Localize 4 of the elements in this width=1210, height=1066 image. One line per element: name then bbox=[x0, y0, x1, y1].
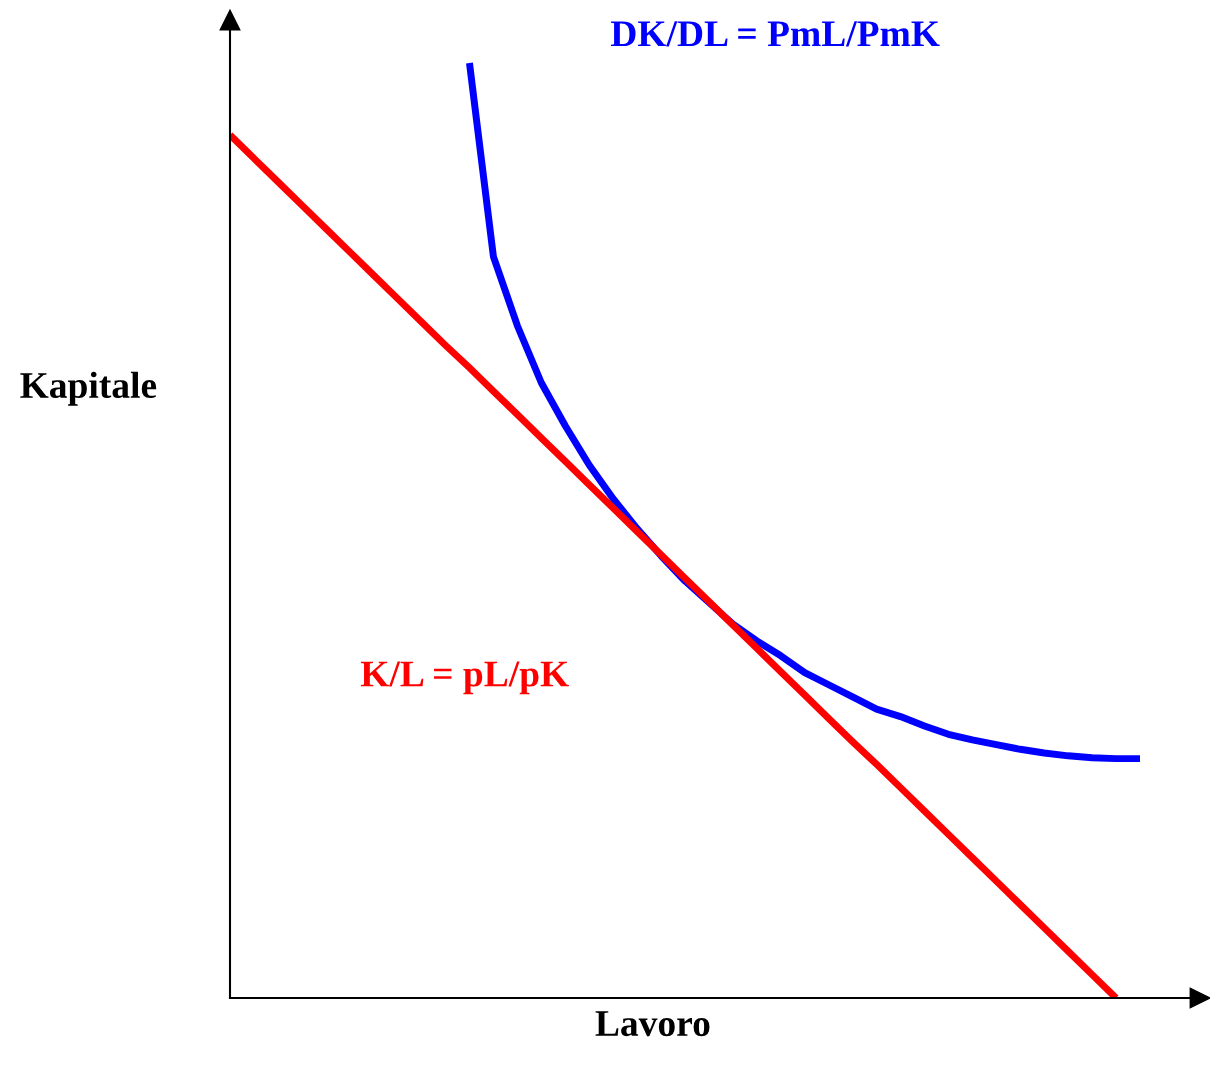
text: K/L = pL/pK bbox=[360, 661, 569, 695]
y-axis-title: Kapitale bbox=[20, 371, 157, 406]
text: DK/DL = PmL/PmK bbox=[610, 21, 940, 47]
x-axis-title: Lavoro bbox=[595, 1011, 710, 1037]
